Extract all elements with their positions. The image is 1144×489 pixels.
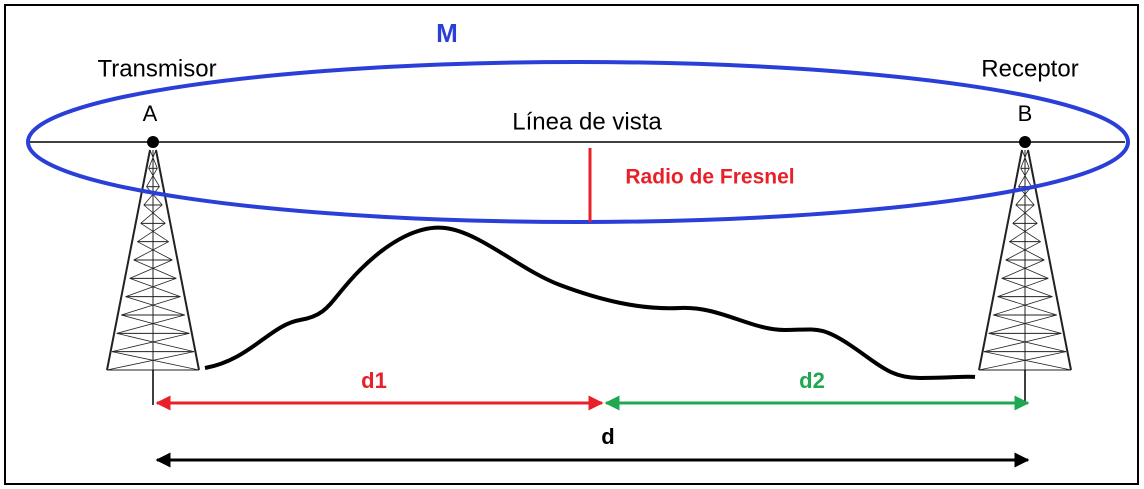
tower-strut [121, 296, 181, 316]
tower-strut [1009, 241, 1045, 261]
tower-strut [148, 168, 160, 187]
tower-strut [129, 259, 173, 279]
tower-strut [137, 222, 166, 243]
tower-strut [978, 351, 1067, 371]
tower-strut [125, 296, 185, 316]
tower-strut [116, 332, 195, 353]
tower-strut [140, 222, 169, 243]
tower-strut [1005, 241, 1041, 261]
tower-strut [143, 204, 166, 224]
label-a: A [143, 101, 158, 126]
label-d: d [601, 424, 614, 449]
tower-strut [1020, 149, 1029, 169]
tower-strut [133, 259, 177, 279]
label-b: B [1018, 101, 1033, 126]
tower-strut [111, 332, 190, 353]
tower-strut [993, 314, 1062, 334]
tower-strut [1020, 168, 1032, 187]
tower-strut [146, 186, 163, 206]
tower-strut [140, 204, 163, 224]
frame [4, 4, 1139, 485]
tower-strut [1021, 149, 1030, 169]
tower-strut [1009, 222, 1038, 243]
tower-strut [155, 149, 200, 371]
tower-strut [106, 351, 195, 371]
tower-strut [1015, 204, 1038, 224]
tower-strut [983, 332, 1062, 353]
point-a [147, 136, 159, 148]
tower-strut [983, 351, 1072, 371]
tower-strut [116, 314, 185, 334]
tower-strut [143, 186, 160, 206]
tower-strut [988, 314, 1057, 334]
tower-strut [129, 277, 181, 298]
tower-strut [997, 277, 1049, 298]
tower-strut [106, 149, 151, 371]
tower-strut [111, 351, 200, 371]
tower-strut [137, 241, 173, 261]
tower-strut [978, 149, 1023, 371]
tower-strut [133, 241, 169, 261]
point-b [1019, 136, 1031, 148]
label-fresnel: Radio de Fresnel [625, 166, 794, 189]
tower-strut [988, 332, 1067, 353]
tower-strut [146, 168, 158, 187]
label-m: M [436, 18, 458, 48]
label-receiver: Receptor [981, 55, 1078, 82]
label-d2: d2 [799, 368, 825, 393]
tower-strut [1001, 277, 1053, 298]
fresnel-ellipse [26, 60, 1130, 224]
tower-strut [125, 277, 177, 298]
tower-strut [148, 149, 157, 169]
tower-strut [121, 314, 190, 334]
tower-strut [149, 149, 158, 169]
tower-strut [1012, 204, 1035, 224]
tower-strut [1001, 259, 1045, 279]
label-d1: d1 [361, 368, 387, 393]
terrain [204, 225, 976, 381]
label-transmitter: Transmisor [97, 55, 216, 82]
tower-strut [1018, 168, 1030, 187]
tower-strut [1005, 259, 1049, 279]
tower-strut [1012, 222, 1041, 243]
tower-strut [993, 296, 1053, 316]
tower-strut [997, 296, 1057, 316]
label-line-of-sight: Línea de vista [512, 108, 662, 135]
